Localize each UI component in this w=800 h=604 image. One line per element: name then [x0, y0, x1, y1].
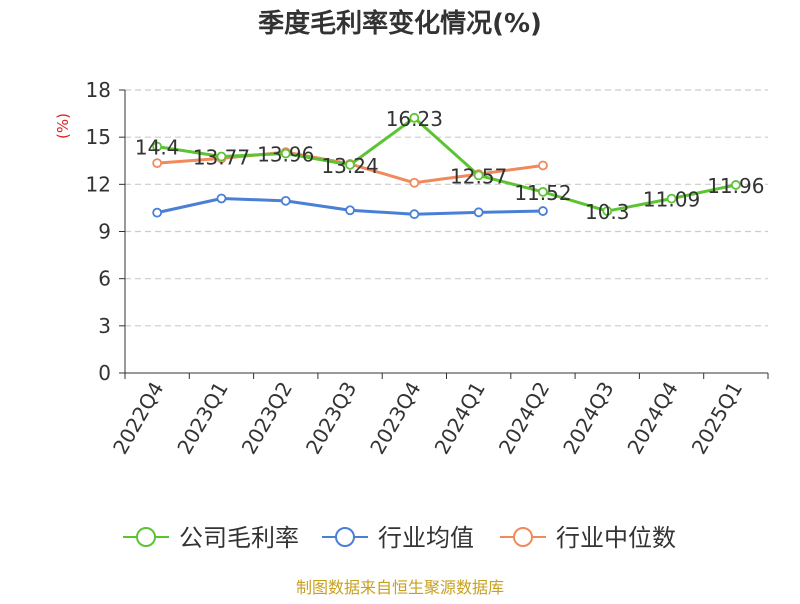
series-layer: [152, 112, 741, 220]
data-point: [280, 195, 291, 206]
series-line-0: [156, 116, 737, 213]
data-point: [538, 186, 548, 197]
data-point: [538, 160, 548, 171]
data-point: [602, 206, 613, 216]
data-point: [730, 180, 741, 190]
data-point: [473, 207, 484, 218]
y-tick-label: 18: [86, 78, 111, 102]
y-tick-label: 9: [98, 220, 111, 244]
legend-label: 行业中位数: [556, 524, 676, 552]
data-point: [152, 207, 163, 218]
legend: 公司毛利率 行业均值 行业中位数: [123, 524, 676, 552]
x-tick-label: 2024Q4: [622, 378, 682, 459]
legend-swatch-marker: [136, 527, 156, 547]
x-tick-labels: 2022Q4 2023Q1 2023Q2 2023Q3 2023Q4 2024Q1 2024…: [108, 378, 747, 459]
data-label: 13.96: [257, 143, 314, 167]
source-footer: 制图数据来自恒生聚源数据库: [296, 578, 504, 597]
data-point: [409, 177, 420, 188]
data-point: [280, 148, 291, 159]
data-point: [345, 159, 355, 170]
data-label: 14.4: [135, 136, 180, 160]
x-tick-label: 2024Q3: [558, 378, 618, 459]
x-tick-label: 2025Q1: [687, 378, 747, 459]
data-point: [666, 193, 677, 204]
data-label: 12.57: [450, 164, 507, 188]
legend-label: 公司毛利率: [179, 524, 299, 552]
y-axis-label: (%): [54, 113, 72, 139]
data-label: 16.23: [386, 107, 443, 131]
data-label: 11.52: [514, 181, 571, 205]
x-tick-label: 2022Q4: [108, 378, 168, 459]
x-tick-label: 2023Q4: [365, 378, 425, 459]
data-point: [345, 205, 355, 216]
y-tick-label: 15: [86, 125, 111, 149]
data-label: 10.3: [585, 200, 630, 224]
data-point: [538, 206, 548, 216]
x-tick-label: 2023Q1: [172, 378, 232, 459]
data-label: 11.09: [643, 188, 700, 212]
data-point: [473, 170, 484, 181]
y-tick-label: 0: [98, 361, 111, 385]
x-tick-label: 2024Q1: [430, 378, 490, 459]
x-tick-label: 2023Q2: [237, 378, 297, 459]
legend-swatch-marker: [335, 527, 355, 547]
y-tick-label: 6: [98, 267, 111, 291]
data-label: 13.24: [321, 154, 378, 178]
x-tick-label: 2024Q2: [494, 378, 554, 459]
data-labels: 14.4 13.77 13.96 13.24 16.23 12.57 11.52 10.3 11…: [135, 107, 765, 224]
data-point: [216, 193, 227, 204]
data-point: [216, 151, 227, 162]
data-label: 13.77: [193, 146, 250, 170]
axes: [119, 89, 769, 379]
data-point: [152, 158, 163, 169]
data-point: [152, 141, 163, 152]
chart-title: 季度毛利率变化情况(%): [258, 8, 542, 39]
legend-swatch-marker: [513, 527, 533, 547]
data-point: [409, 209, 420, 220]
y-tick-label: 12: [86, 172, 111, 196]
grid-lines: [125, 89, 768, 327]
x-tick-label: 2023Q3: [301, 378, 361, 459]
y-tick-labels: 0 3 6 9 12 15 18: [86, 78, 111, 385]
data-label: 11.96: [707, 174, 764, 198]
legend-label: 行业均值: [378, 524, 474, 552]
y-tick-label: 3: [98, 314, 111, 338]
data-point: [409, 112, 420, 123]
